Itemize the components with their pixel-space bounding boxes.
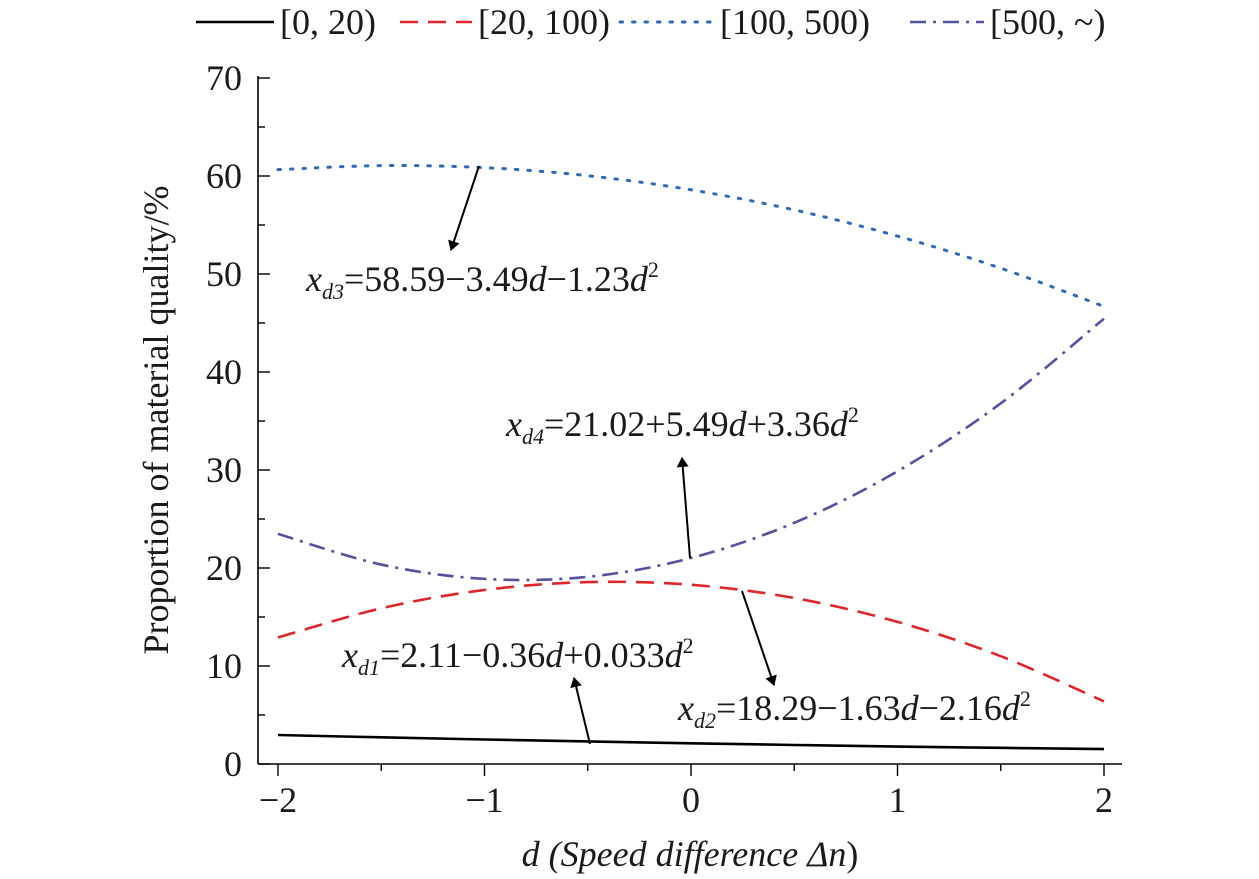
x-axis-title: d (Speed difference Δn) — [522, 834, 859, 874]
equation-xd1: xd1=2.11−0.36d+0.033d2 — [341, 633, 694, 680]
legend-label: [0, 20) — [280, 2, 376, 42]
arrow-xd2 — [741, 590, 777, 686]
annotations: xd3=58.59−3.49d−1.23d2 xd4=21.02+5.49d+3… — [305, 165, 1031, 745]
y-tick-label: 40 — [206, 352, 242, 392]
y-tick-label: 10 — [206, 646, 242, 686]
series-line-3 — [277, 317, 1105, 582]
series-line-1 — [277, 580, 1105, 703]
legend-label: [500, ~) — [990, 2, 1105, 42]
equation-xd2: xd2=18.29−1.63d−2.16d2 — [677, 686, 1031, 733]
series-line-0 — [277, 733, 1105, 751]
x-tick-label: 0 — [682, 780, 700, 820]
arrow-xd3 — [448, 165, 480, 251]
series-line-2 — [276, 164, 1106, 308]
x-tick-label: −1 — [465, 780, 503, 820]
y-tick-label: 0 — [224, 744, 242, 784]
equation-xd4: xd4=21.02+5.49d+3.36d2 — [505, 402, 859, 449]
arrow-xd4 — [676, 457, 691, 559]
y-tick-label: 20 — [206, 548, 242, 588]
legend-label: [100, 500) — [720, 2, 870, 42]
tick-marks — [258, 77, 1105, 776]
legend: [0, 20) [20, 100) [100, 500) [500, ~) — [196, 2, 1105, 42]
y-tick-label: 50 — [206, 254, 242, 294]
series-group — [276, 164, 1106, 751]
x-axis-title-close: ) — [846, 834, 858, 874]
legend-label: [20, 100) — [478, 2, 610, 42]
equation-xd3: xd3=58.59−3.49d−1.23d2 — [305, 257, 659, 304]
x-axis-title-var: d — [522, 834, 541, 874]
y-axis-title: Proportion of material quality/% — [136, 186, 176, 655]
axes — [257, 76, 1122, 765]
x-tick-label: 2 — [1095, 780, 1113, 820]
x-tick-label: −2 — [259, 780, 297, 820]
y-tick-label: 30 — [206, 450, 242, 490]
y-tick-label: 60 — [206, 156, 242, 196]
y-tick-label: 70 — [206, 58, 242, 98]
arrow-xd1 — [570, 677, 591, 745]
x-axis-title-desc: (Speed difference — [540, 834, 808, 874]
x-axis-title-delta: Δn — [805, 834, 846, 874]
x-tick-label: 1 — [889, 780, 907, 820]
